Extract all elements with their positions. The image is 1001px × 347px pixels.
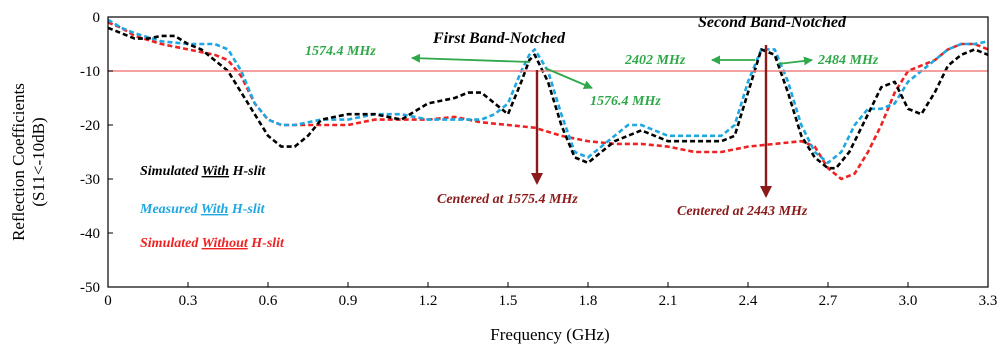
legend-text-underlined: With (201, 202, 229, 217)
y-axis-title: Reflection Coefficients (9, 83, 28, 241)
y-tick-label: 0 (93, 10, 101, 26)
y-tick-label: -40 (80, 226, 100, 242)
legend-text-suffix: H-slit (229, 164, 266, 179)
second-band-center-label: Centered at 2443 MHz (677, 204, 808, 219)
y-tick-label: -30 (80, 172, 100, 188)
second-band-upper-frequency-label: 2484 MHz (817, 53, 879, 68)
series-line-measured-with-h-slit (107, 18, 989, 165)
second-band-lower-frequency-label: 2402 MHz (624, 53, 686, 68)
legend-text-prefix: Simulated (140, 164, 202, 179)
legend-text-underlined: With (202, 164, 230, 179)
first-band-upper-frequency-label: 1576.4 MHz (590, 94, 661, 109)
series-line-simulated-with-h-slit (107, 26, 989, 170)
first-band-notched-title: First Band-Notched (432, 30, 566, 47)
series-line-simulated-without-h-slit (107, 21, 989, 181)
first-band-lower-frequency-label: 1574.4 MHz (305, 44, 376, 59)
first-band-lower-arrow (411, 53, 531, 63)
x-tick-label: 1.5 (499, 293, 518, 309)
x-tick-label: 2.7 (819, 293, 838, 309)
tick-layer: 0 0.3 0.6 0.9 1.2 1.5 1.8 2.1 2.4 2.7 3.0 3.3 0 -10 -2… (80, 10, 997, 309)
x-tick-label: 1.8 (579, 293, 598, 309)
plot-frame (107, 16, 989, 288)
legend-text-prefix: Measured (139, 202, 201, 217)
legend-text-underlined: Without (202, 236, 249, 251)
first-band-upper-arrow (544, 67, 593, 90)
series-layer (107, 18, 989, 181)
x-tick-label: 1.2 (419, 293, 438, 309)
first-band-center-label: Centered at 1575.4 MHz (437, 192, 578, 207)
y-tick-label: -10 (80, 64, 100, 80)
y-tick-label: -50 (80, 280, 100, 296)
x-tick-label: 2.4 (739, 293, 758, 309)
y-axis-subtitle: (S11<-10dB) (29, 117, 48, 206)
x-tick-label: 0.6 (259, 293, 278, 309)
x-axis-title: Frequency (GHz) (490, 325, 609, 344)
legend-entry: Measured With H-slit (139, 202, 266, 217)
second-band-notched-title: Second Band-Notched (698, 14, 847, 31)
legend-text-suffix: H-slit (248, 236, 285, 251)
x-tick-label: 0 (104, 293, 112, 309)
x-tick-label: 3.3 (979, 293, 998, 309)
legend-text-prefix: Simulated (140, 236, 202, 251)
x-tick-label: 0.3 (179, 293, 198, 309)
y-tick-label: -20 (80, 118, 100, 134)
legend-entry: Simulated With H-slit (140, 164, 266, 179)
x-tick-label: 0.9 (339, 293, 358, 309)
second-band-upper-arrow (777, 56, 813, 66)
x-tick-label: 2.1 (659, 293, 678, 309)
legend-text-suffix: H-slit (228, 202, 265, 217)
x-tick-label: 3.0 (899, 293, 918, 309)
annotation-layer: First Band-Notched Second Band-Notched 157… (305, 14, 879, 219)
legend-entry: Simulated Without H-slit (140, 236, 285, 251)
